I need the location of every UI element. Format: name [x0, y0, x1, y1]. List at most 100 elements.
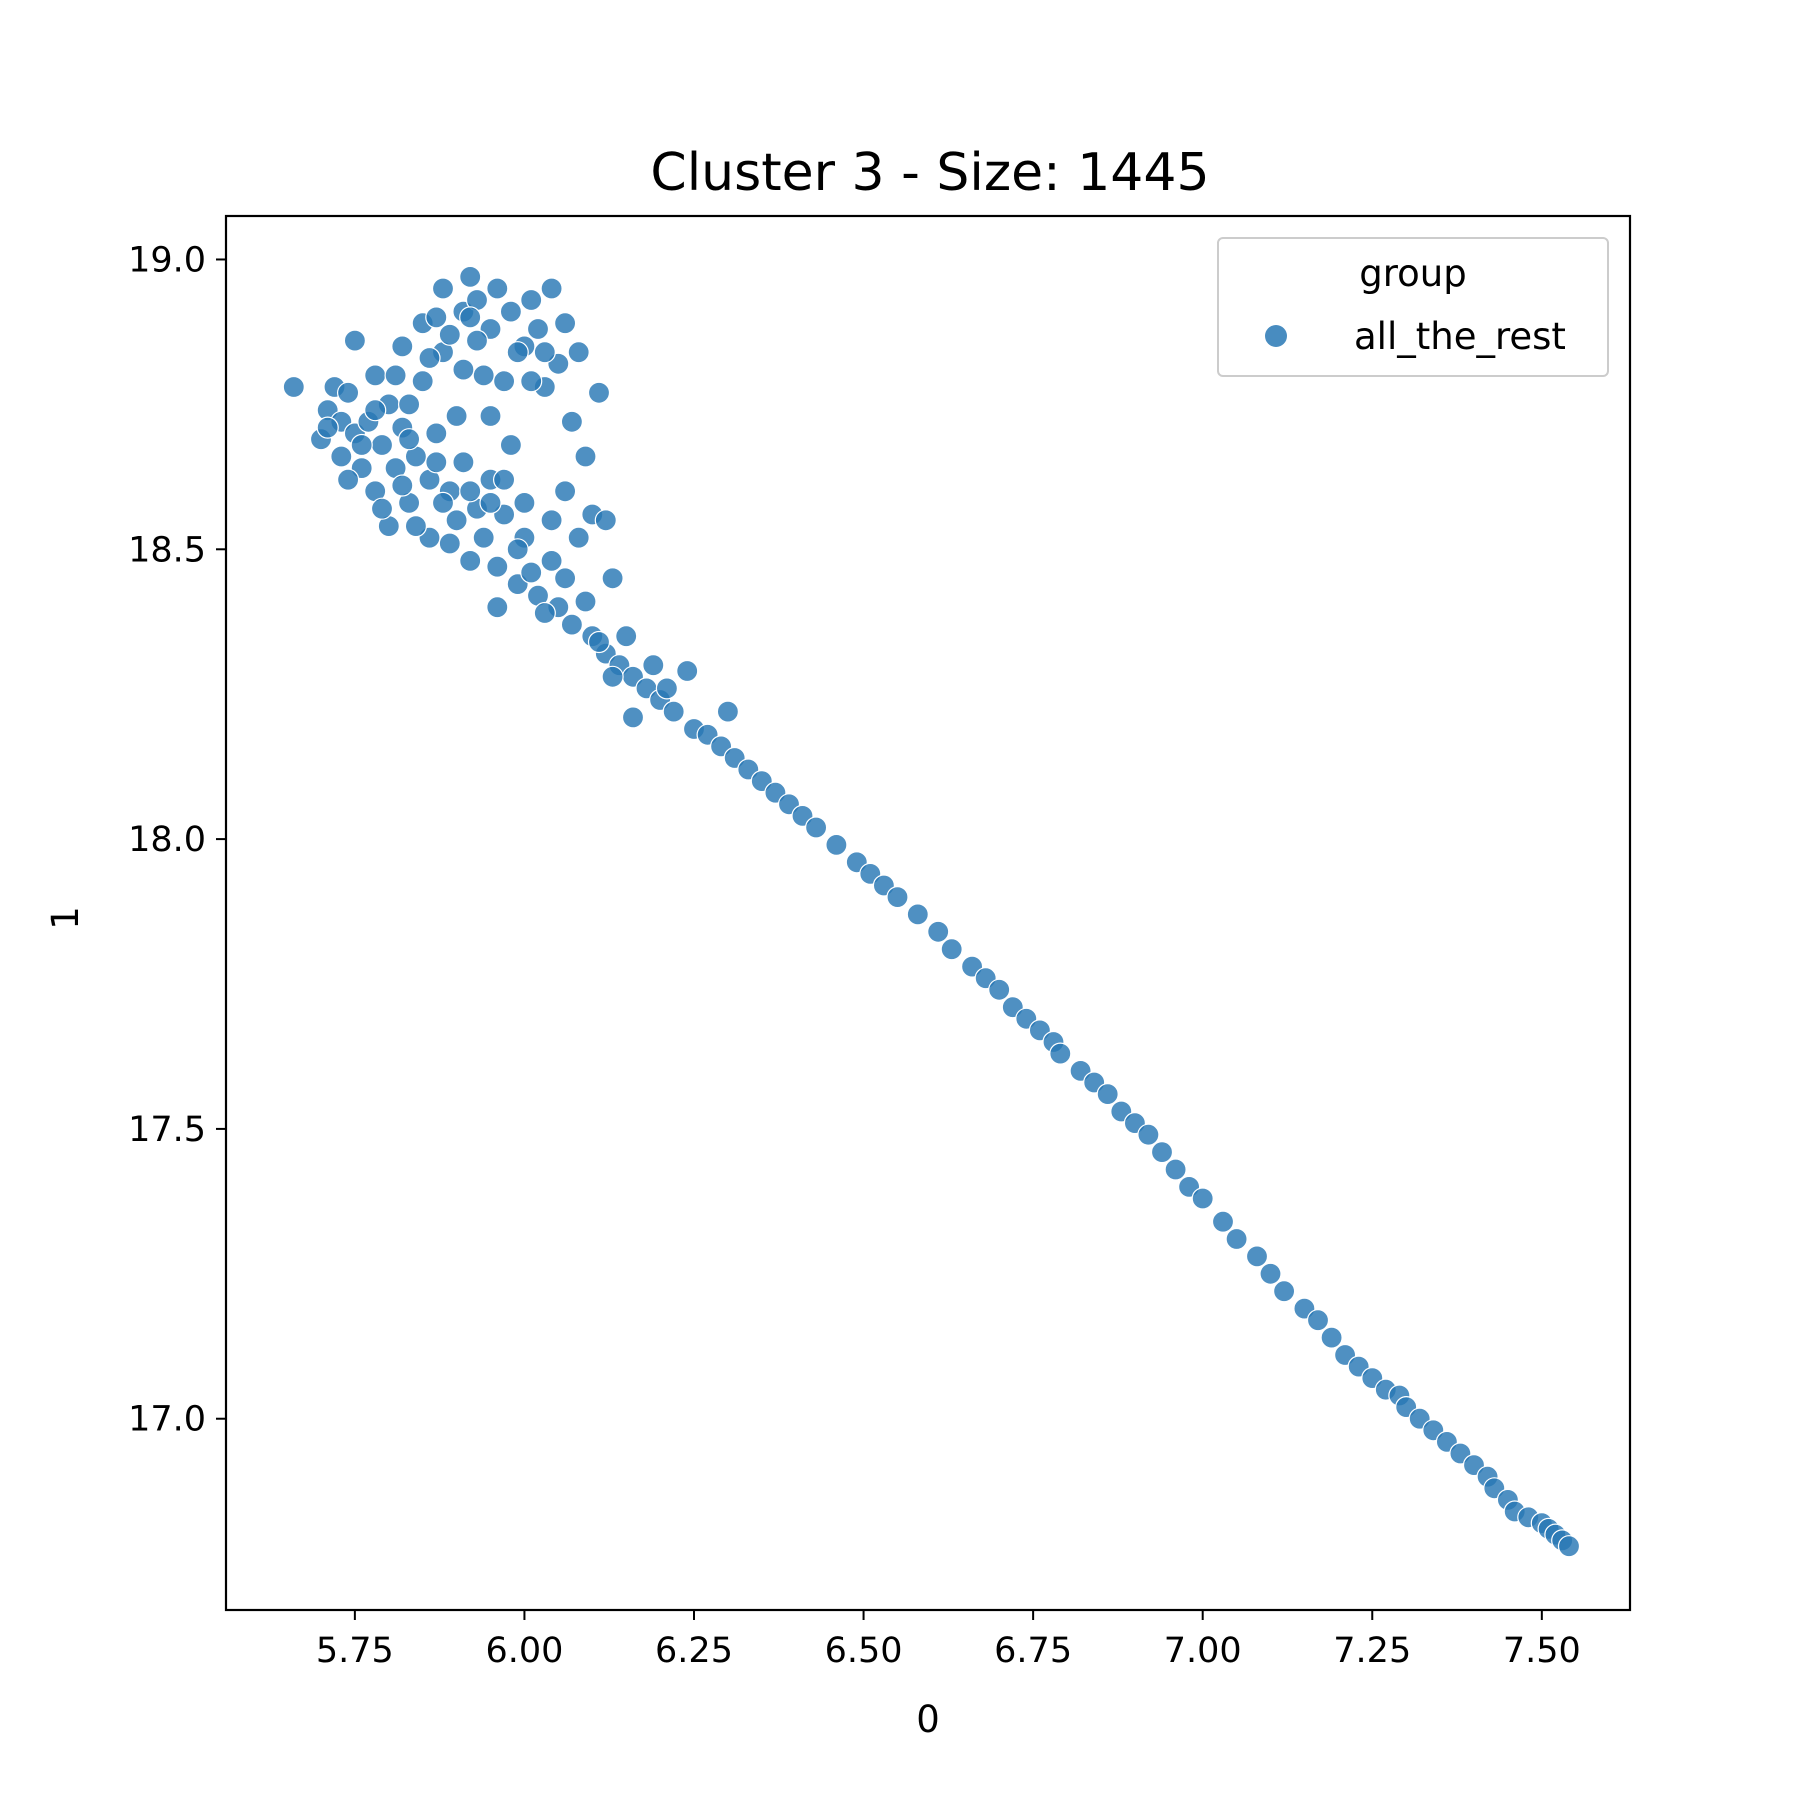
data-point: [567, 526, 590, 549]
data-point: [594, 509, 617, 532]
plot-frame: [224, 214, 1632, 1612]
data-point: [940, 938, 963, 961]
legend-entry-all-the-rest: all_the_rest: [1354, 315, 1566, 358]
data-point: [343, 329, 366, 352]
data-point: [1245, 1245, 1269, 1268]
y-tick-label: 19.0: [128, 240, 206, 280]
data-point: [282, 375, 305, 399]
data-point: [411, 370, 434, 393]
data-point: [370, 433, 394, 457]
data-point: [553, 312, 577, 335]
data-point: [560, 613, 584, 636]
data-point: [316, 416, 339, 439]
x-tick-label: 5.75: [316, 1631, 394, 1671]
data-point: [1137, 1123, 1160, 1146]
data-point: [459, 265, 482, 288]
data-point: [520, 370, 543, 393]
x-tick-label: 6.50: [825, 1631, 903, 1671]
data-point: [574, 445, 597, 468]
data-point: [404, 514, 427, 538]
x-axis-label: 0: [916, 1698, 940, 1741]
data-point: [615, 625, 638, 648]
data-point: [493, 468, 516, 491]
data-point: [472, 364, 495, 387]
data-point: [506, 341, 529, 364]
points-layer: [282, 265, 1581, 1558]
data-point: [927, 920, 950, 943]
data-point: [445, 509, 468, 532]
x-tick-label: 6.75: [994, 1631, 1072, 1671]
data-point: [425, 306, 448, 329]
data-point: [418, 346, 441, 370]
data-point: [886, 885, 909, 909]
data-point: [337, 468, 360, 491]
data-point: [337, 381, 360, 404]
data-point: [398, 393, 421, 416]
y-axis-ticks: 17.0 17.5 18.0 18.5 19.0: [128, 240, 226, 1440]
data-point: [533, 341, 556, 364]
data-point: [465, 329, 489, 352]
data-point: [445, 404, 468, 428]
data-point: [472, 526, 495, 549]
data-point: [438, 323, 461, 346]
data-point: [520, 561, 543, 584]
data-point: [553, 567, 577, 590]
data-point: [364, 399, 387, 422]
y-tick-label: 18.0: [128, 820, 206, 860]
x-tick-label: 7.50: [1503, 1631, 1581, 1671]
data-point: [459, 306, 482, 329]
data-point: [533, 601, 556, 625]
data-point: [459, 549, 482, 573]
data-point: [1306, 1309, 1330, 1332]
legend-title: group: [1359, 252, 1466, 295]
legend-marker: [1265, 325, 1287, 347]
data-point: [520, 288, 543, 312]
data-point: [1096, 1082, 1119, 1106]
y-axis-label: 1: [44, 906, 87, 930]
y-tick-label: 18.5: [128, 530, 206, 570]
data-point: [540, 277, 563, 300]
data-point: [425, 451, 448, 474]
data-point: [431, 491, 455, 514]
data-point: [988, 978, 1011, 1001]
data-point: [567, 341, 590, 364]
data-point: [676, 659, 699, 683]
data-point: [1557, 1535, 1581, 1558]
data-point: [513, 491, 536, 514]
data-point: [493, 370, 516, 393]
data-point: [452, 358, 475, 381]
data-point: [526, 317, 550, 341]
data-point: [391, 335, 414, 358]
data-point: [540, 509, 563, 532]
data-point: [499, 433, 522, 457]
x-tick-label: 7.00: [1164, 1631, 1242, 1671]
data-point: [391, 474, 414, 497]
data-point: [499, 300, 522, 323]
data-point: [553, 480, 577, 503]
data-point: [540, 549, 563, 573]
x-tick-label: 6.25: [655, 1631, 733, 1671]
data-point: [587, 381, 611, 404]
data-point: [350, 433, 373, 457]
data-point: [574, 590, 597, 613]
data-point: [486, 555, 509, 578]
data-point: [825, 833, 848, 857]
data-point: [384, 364, 407, 387]
data-point: [642, 654, 665, 677]
data-point: [425, 422, 448, 445]
data-point: [662, 700, 685, 723]
data-point: [479, 404, 502, 428]
legend: group all_the_rest: [1217, 237, 1609, 377]
data-point: [587, 630, 611, 654]
chart-title: Cluster 3 - Size: 1445: [650, 143, 1209, 203]
data-point: [1150, 1140, 1174, 1164]
data-point: [330, 445, 353, 468]
data-point: [716, 700, 740, 723]
data-point: [431, 277, 455, 300]
data-point: [452, 451, 475, 474]
data-point: [601, 665, 624, 688]
data-point: [1272, 1280, 1296, 1303]
data-point: [486, 277, 509, 300]
x-tick-label: 7.25: [1333, 1631, 1411, 1671]
